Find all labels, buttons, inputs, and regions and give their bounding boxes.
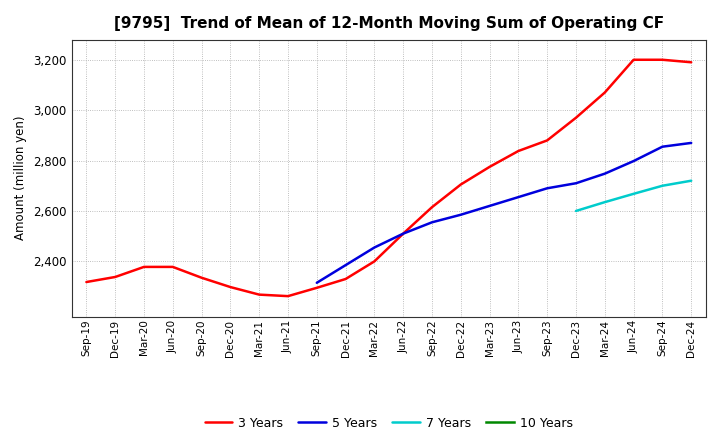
3 Years [600, 90, 609, 95]
7 Years [572, 208, 580, 213]
3 Years [226, 284, 235, 290]
3 Years [514, 148, 523, 154]
3 Years [399, 231, 408, 236]
Y-axis label: Amount (million yen): Amount (million yen) [14, 116, 27, 240]
3 Years [312, 285, 321, 290]
7 Years [687, 178, 696, 183]
3 Years [140, 264, 148, 270]
5 Years [600, 171, 609, 176]
3 Years [629, 57, 638, 62]
7 Years [600, 199, 609, 205]
3 Years [687, 60, 696, 65]
5 Years [687, 140, 696, 146]
5 Years [456, 212, 465, 217]
7 Years [629, 191, 638, 197]
3 Years [572, 115, 580, 121]
5 Years [514, 194, 523, 200]
Legend: 3 Years, 5 Years, 7 Years, 10 Years: 3 Years, 5 Years, 7 Years, 10 Years [199, 412, 578, 435]
5 Years [428, 220, 436, 225]
3 Years [111, 275, 120, 280]
3 Years [168, 264, 177, 270]
Line: 7 Years: 7 Years [576, 181, 691, 211]
5 Years [370, 245, 379, 250]
3 Years [485, 164, 494, 169]
7 Years [658, 183, 667, 188]
3 Years [284, 293, 292, 299]
Title: [9795]  Trend of Mean of 12-Month Moving Sum of Operating CF: [9795] Trend of Mean of 12-Month Moving … [114, 16, 664, 32]
Line: 5 Years: 5 Years [317, 143, 691, 283]
5 Years [485, 203, 494, 209]
3 Years [341, 276, 350, 282]
5 Years [341, 263, 350, 268]
3 Years [255, 292, 264, 297]
5 Years [312, 280, 321, 286]
3 Years [82, 279, 91, 285]
3 Years [197, 275, 206, 280]
5 Years [399, 231, 408, 236]
3 Years [658, 57, 667, 62]
5 Years [629, 158, 638, 164]
5 Years [572, 180, 580, 186]
5 Years [658, 144, 667, 149]
Line: 3 Years: 3 Years [86, 60, 691, 296]
5 Years [543, 186, 552, 191]
3 Years [456, 182, 465, 187]
3 Years [370, 259, 379, 264]
3 Years [428, 205, 436, 210]
3 Years [543, 138, 552, 143]
